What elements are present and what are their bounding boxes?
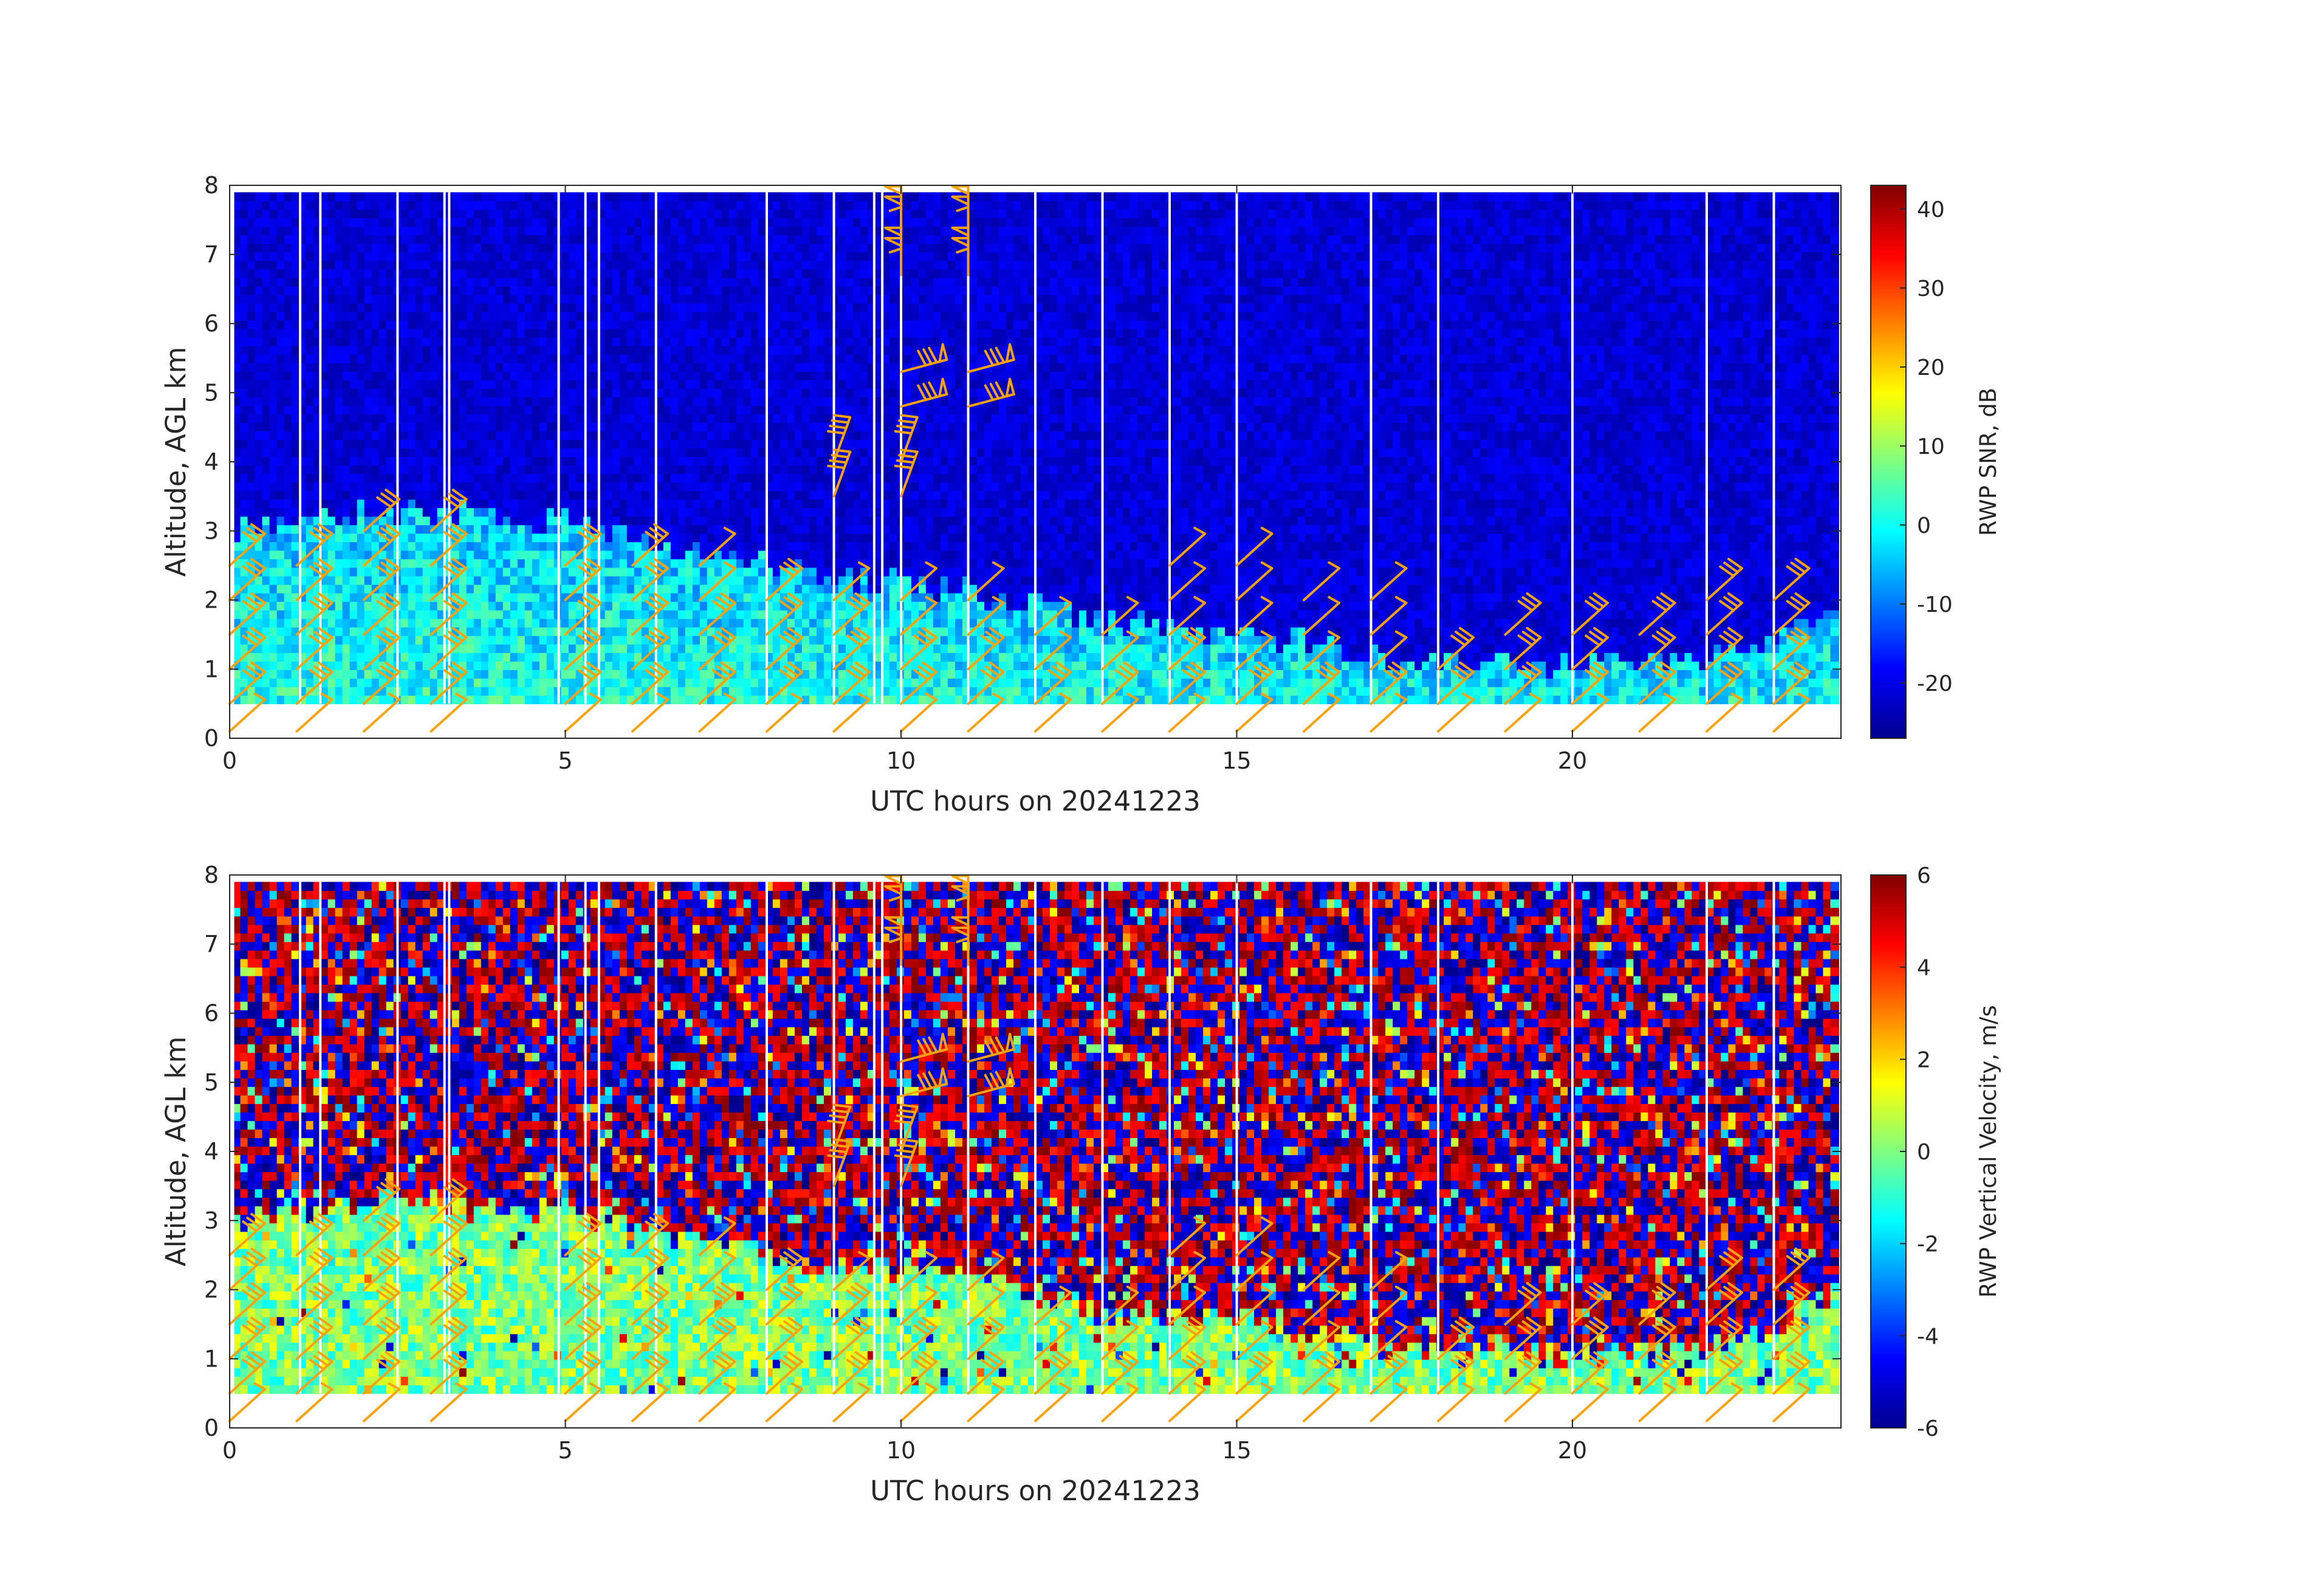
snr-panel: 0 5 10 15 20 012345678 UTC hours on 20241223… (160, 172, 2001, 817)
